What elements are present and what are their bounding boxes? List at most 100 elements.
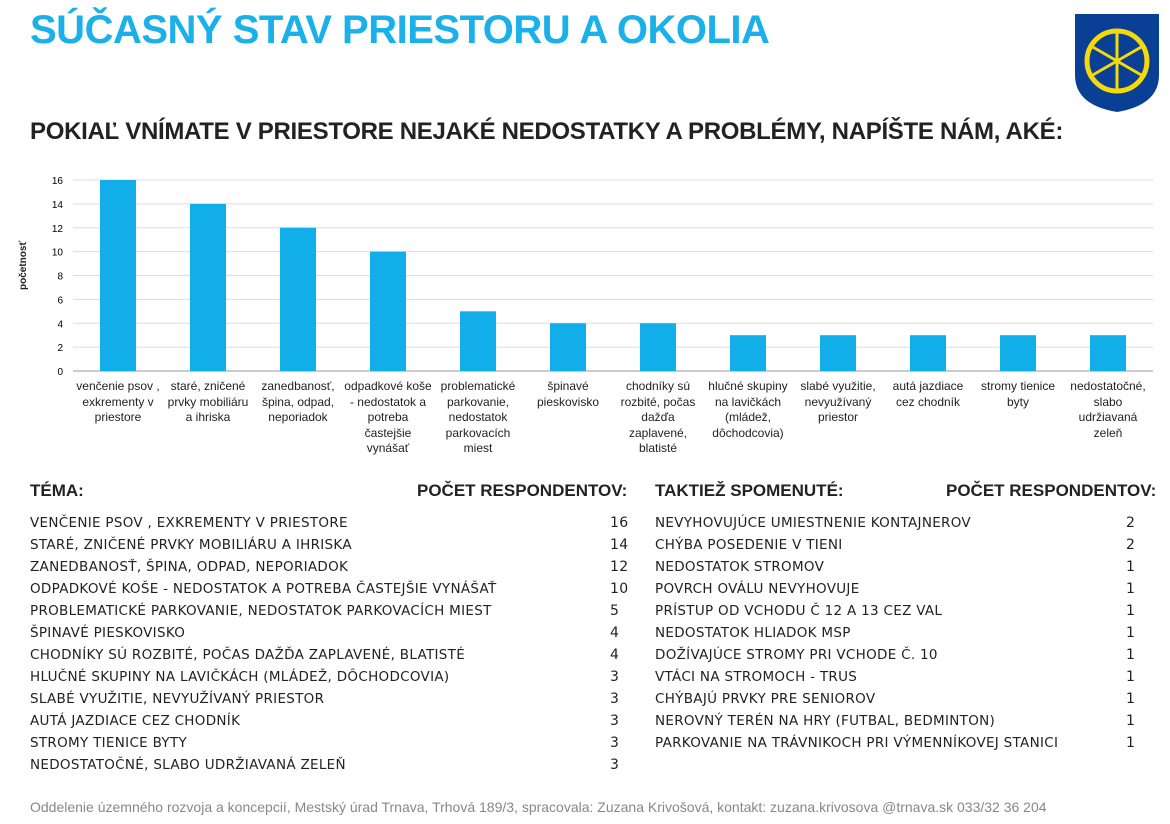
left-count-header: POČET RESPONDENTOV:: [417, 481, 628, 500]
x-tick-label: venčenie psov , exkrementy v priestore: [76, 379, 160, 424]
x-tick-label: nedostatočné, slabo udržiavaná zeleň: [1070, 379, 1146, 440]
y-tick-label: 16: [52, 176, 64, 187]
row-topic: Slabé využitie, nevyužívaný priestor: [30, 691, 325, 707]
row-topic: Chýba posedenie v tieni: [655, 537, 843, 553]
x-tick-label: autá jazdiace cez chodník: [892, 379, 964, 409]
right-topic-header: TAKTIEŽ SPOMENUTÉ:: [655, 481, 844, 500]
y-tick-label: 14: [52, 200, 64, 211]
y-tick-label: 12: [52, 224, 64, 235]
y-tick-label: 6: [57, 295, 63, 306]
row-count: 2: [1126, 515, 1136, 531]
bar: [550, 323, 586, 371]
table-row: Vtáci na stromoch - trus 1: [655, 666, 1145, 688]
table-row: Povrch oválu nevyhovuje 1: [655, 578, 1145, 600]
row-count: 4: [610, 647, 620, 663]
row-count: 1: [1126, 559, 1136, 575]
row-topic: Nedostatok stromov: [655, 559, 825, 575]
row-topic: Zanedbanosť, špina, odpad, neporiadok: [30, 559, 349, 575]
row-topic: Špinavé pieskovisko: [30, 625, 186, 641]
page-title: SÚČASNÝ STAV PRIESTORU A OKOLIA: [30, 8, 770, 52]
row-count: 1: [1126, 713, 1136, 729]
row-topic: Autá jazdiace cez chodník: [30, 713, 241, 729]
y-tick-label: 10: [52, 248, 64, 259]
row-count: 12: [610, 559, 629, 575]
table-row: Nevyhovujúce umiestnenie kontajnerov 2: [655, 512, 1145, 534]
row-count: 1: [1126, 647, 1136, 663]
row-topic: Odpadkové koše - nedostatok a potreba ča…: [30, 581, 497, 597]
row-count: 5: [610, 603, 620, 619]
bar: [1090, 335, 1126, 371]
row-count: 3: [610, 713, 620, 729]
table-row: Prístup od vchodu č 12 a 13 cez val 1: [655, 600, 1145, 622]
y-tick-label: 8: [57, 272, 63, 283]
row-count: 3: [610, 691, 620, 707]
row-topic: Nerovný terén na hry (futbal, bedminton): [655, 713, 996, 729]
table-row: Chodníky sú rozbité, počas dažďa zaplave…: [30, 644, 630, 666]
row-count: 1: [1126, 581, 1136, 597]
x-tick-label: staré, zničené prvky mobiliáru a ihriska: [167, 379, 249, 424]
table-row: Slabé využitie, nevyužívaný priestor 3: [30, 688, 630, 710]
table-row: Autá jazdiace cez chodník 3: [30, 710, 630, 732]
table-row: Problematické parkovanie, nedostatok par…: [30, 600, 630, 622]
row-topic: Parkovanie na trávnikoch pri výmenníkove…: [655, 735, 1059, 751]
row-count: 3: [610, 735, 620, 751]
row-count: 1: [1126, 625, 1136, 641]
row-topic: Stromy tienice byty: [30, 735, 188, 751]
trnava-coat-of-arms-logo: [1075, 14, 1159, 112]
table-row: Špinavé pieskovisko 4: [30, 622, 630, 644]
row-count: 1: [1126, 735, 1136, 751]
table-row: Parkovanie na trávnikoch pri výmenníkove…: [655, 732, 1145, 754]
footer-contact: Oddelenie územného rozvoja a koncepcií, …: [30, 799, 1047, 815]
y-tick-label: 0: [57, 367, 63, 378]
row-count: 2: [1126, 537, 1136, 553]
row-count: 3: [610, 757, 620, 773]
row-count: 3: [610, 669, 620, 685]
right-topics-table: Nevyhovujúce umiestnenie kontajnerov 2 Chý…: [655, 512, 1145, 754]
x-tick-label: hlučné skupiny na lavičkách (mládež, dôc…: [708, 379, 788, 440]
bar: [370, 251, 406, 371]
x-tick-label: chodníky sú rozbité, počas dažďa zaplave…: [620, 379, 696, 455]
row-topic: Nevyhovujúce umiestnenie kontajnerov: [655, 515, 971, 531]
y-tick-label: 2: [57, 343, 63, 354]
x-tick-label: problematické parkovanie, nedostatok par…: [440, 379, 516, 455]
x-tick-label: odpadkové koše - nedostatok a potreba ča…: [344, 379, 432, 455]
table-row: Odpadkové koše - nedostatok a potreba ča…: [30, 578, 630, 600]
row-topic: Povrch oválu nevyhovuje: [655, 581, 860, 597]
table-row: Hlučné skupiny na lavičkách (mládež, dôc…: [30, 666, 630, 688]
bar: [910, 335, 946, 371]
row-topic: Chýbajú prvky pre seniorov: [655, 691, 876, 707]
bar: [280, 227, 316, 371]
left-topics-table: Venčenie psov , exkrementy v priestore 16…: [30, 512, 630, 776]
table-row: Nerovný terén na hry (futbal, bedminton)…: [655, 710, 1145, 732]
row-count: 16: [610, 515, 629, 531]
row-topic: Problematické parkovanie, nedostatok par…: [30, 603, 492, 619]
table-row: Nedostatok hliadok MsP 1: [655, 622, 1145, 644]
x-tick-label: zanedbanosť, špina, odpad, neporiadok: [261, 379, 335, 424]
bar: [820, 335, 856, 371]
row-count: 1: [1126, 603, 1136, 619]
table-row: Staré, zničené prvky mobiliáru a ihriska…: [30, 534, 630, 556]
table-row: Nedostatok stromov 1: [655, 556, 1145, 578]
row-topic: Venčenie psov , exkrementy v priestore: [30, 515, 348, 531]
chart-question-heading: POKIAĽ VNÍMATE V PRIESTORE NEJAKÉ NEDOST…: [30, 118, 1064, 145]
row-topic: Hlučné skupiny na lavičkách (mládež, dôc…: [30, 669, 450, 685]
y-tick-label: 4: [57, 319, 63, 330]
row-topic: Staré, zničené prvky mobiliáru a ihriska: [30, 537, 352, 553]
table-row: Dožívajúce stromy pri vchode č. 10 1: [655, 644, 1145, 666]
bar: [460, 311, 496, 371]
x-tick-label: špinavé pieskovisko: [536, 379, 600, 409]
row-topic: Nedostatočné, slabo udržiavaná zeleň: [30, 757, 346, 773]
bar: [640, 323, 676, 371]
x-tick-label: stromy tienice byty: [980, 379, 1056, 409]
row-count: 10: [610, 581, 629, 597]
table-row: Zanedbanosť, špina, odpad, neporiadok 12: [30, 556, 630, 578]
bar: [730, 335, 766, 371]
bar: [100, 180, 136, 371]
row-count: 1: [1126, 691, 1136, 707]
row-topic: Nedostatok hliadok MsP: [655, 625, 851, 641]
bar-chart: 0 2 4 6 8 10 12 14 16: [52, 176, 1153, 378]
right-count-header: POČET RESPONDENTOV:: [946, 481, 1157, 500]
row-topic: Chodníky sú rozbité, počas dažďa zaplave…: [30, 647, 466, 663]
row-topic: Vtáci na stromoch - trus: [655, 669, 858, 685]
x-tick-label: slabé využitie, nevyužívaný priestor: [800, 379, 876, 424]
